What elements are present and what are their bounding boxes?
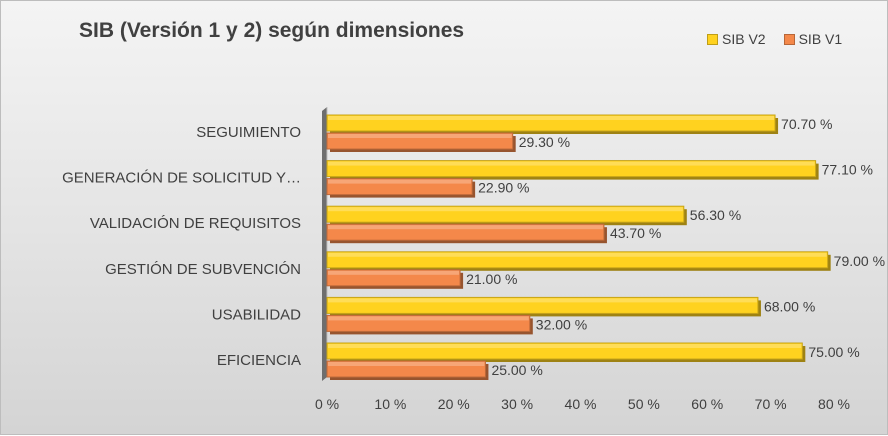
bar-highlight bbox=[328, 134, 512, 138]
bar-sib-v2-eficiencia bbox=[326, 342, 803, 360]
category-label-generacion-de-solicitud-y: GENERACIÓN DE SOLICITUD Y… bbox=[62, 170, 301, 187]
bar-sib-v1-validacion-de-requisitos bbox=[326, 223, 605, 241]
data-label-sib-v1: 21.00 % bbox=[466, 271, 517, 287]
bar-sib-v2-generacion-de-solicitud-y bbox=[326, 160, 817, 178]
data-label-sib-v2: 75.00 % bbox=[808, 344, 859, 360]
bar-highlight bbox=[328, 362, 485, 366]
bar-highlight bbox=[328, 270, 460, 275]
x-tick-label: 40 % bbox=[565, 396, 597, 412]
data-label-sib-v2: 79.00 % bbox=[834, 253, 885, 269]
bar-highlight bbox=[328, 179, 472, 184]
bar-highlight bbox=[328, 225, 603, 230]
legend-swatch-sib-v2 bbox=[707, 33, 718, 45]
bar-highlight bbox=[328, 316, 529, 321]
x-tick-label: 50 % bbox=[628, 396, 660, 412]
legend-item-sib-v2: SIB V2 bbox=[707, 31, 766, 47]
category-label-seguimiento: SEGUIMIENTO bbox=[196, 124, 301, 141]
bar-sib-v2-seguimiento bbox=[326, 114, 776, 132]
data-label-sib-v1: 43.70 % bbox=[610, 225, 661, 241]
bar-sib-v1-eficiencia bbox=[326, 360, 486, 378]
bar-highlight bbox=[328, 161, 815, 166]
bar-highlight bbox=[328, 207, 683, 212]
x-tick-label: 70 % bbox=[755, 396, 787, 412]
x-tick-label: 10 % bbox=[374, 396, 406, 412]
x-tick-label: 30 % bbox=[501, 396, 533, 412]
bar-sib-v1-seguimiento bbox=[326, 132, 514, 150]
bar-highlight bbox=[328, 116, 775, 120]
category-label-validacion-de-requisitos: VALIDACIÓN DE REQUISITOS bbox=[90, 215, 301, 232]
bar-sib-v2-usabilidad bbox=[326, 296, 759, 314]
bar-highlight bbox=[328, 252, 827, 257]
category-label-gestion-de-subvencion: GESTIÓN DE SUBVENCIÓN bbox=[105, 261, 301, 278]
bar-sib-v1-gestion-de-subvencion bbox=[326, 269, 461, 287]
x-tick-label: 80 % bbox=[818, 396, 850, 412]
category-label-eficiencia: EFICIENCIA bbox=[217, 352, 301, 369]
category-label-usabilidad: USABILIDAD bbox=[212, 306, 301, 323]
bar-sib-v2-validacion-de-requisitos bbox=[326, 205, 685, 223]
data-label-sib-v2: 56.30 % bbox=[690, 207, 741, 223]
data-label-sib-v2: 70.70 % bbox=[781, 116, 832, 132]
data-label-sib-v2: 77.10 % bbox=[822, 162, 873, 178]
data-label-sib-v1: 25.00 % bbox=[491, 362, 542, 378]
legend-label-sib-v2: SIB V2 bbox=[722, 31, 766, 47]
legend-label-sib-v1: SIB V1 bbox=[798, 31, 843, 47]
x-tick-label: 60 % bbox=[691, 396, 723, 412]
x-tick-label: 0 % bbox=[315, 396, 339, 412]
bar-highlight bbox=[328, 298, 757, 303]
chart-title: SIB (Versión 1 y 2) según dimensiones bbox=[79, 19, 465, 42]
bar-sib-v1-usabilidad bbox=[326, 314, 531, 332]
data-label-sib-v2: 68.00 % bbox=[764, 298, 815, 314]
x-tick-label: 20 % bbox=[438, 396, 470, 412]
legend-item-sib-v1: SIB V1 bbox=[783, 31, 843, 47]
legend: SIB V2 SIB V1 bbox=[707, 31, 842, 47]
axis-wall bbox=[322, 107, 327, 381]
bar-sib-v1-generacion-de-solicitud-y bbox=[326, 178, 473, 196]
bar-highlight bbox=[328, 344, 802, 348]
legend-swatch-sib-v1 bbox=[783, 33, 795, 45]
data-label-sib-v1: 32.00 % bbox=[536, 316, 587, 332]
data-label-sib-v1: 29.30 % bbox=[519, 134, 570, 150]
data-label-sib-v1: 22.90 % bbox=[478, 180, 529, 196]
bar-sib-v2-gestion-de-subvencion bbox=[326, 251, 829, 269]
